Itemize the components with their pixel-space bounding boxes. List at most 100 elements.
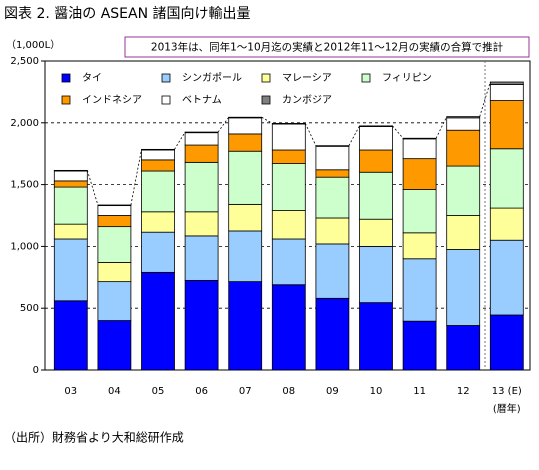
bar-segment: [271, 284, 306, 371]
y-tick-label: 2,500: [10, 56, 39, 67]
bar-segment: [184, 279, 219, 371]
legend-label: シンガポール: [182, 72, 242, 84]
bar-segment: [489, 148, 524, 209]
x-tick-label: 04: [108, 386, 121, 397]
bar-segment: [184, 131, 219, 134]
connector: [392, 125, 404, 139]
bar-segment: [141, 170, 175, 213]
bar-segment: [271, 210, 306, 240]
legend-swatch: [61, 95, 71, 105]
legend-label: インドネシア: [82, 94, 142, 106]
bar-segment: [315, 243, 350, 299]
bar-segment: [315, 145, 350, 147]
bar-segment: [359, 218, 393, 247]
annotation: 2013年は、同年1～10月迄の実績と2012年11～12月の実績の合算で推計: [151, 41, 504, 54]
bar-segment: [489, 100, 524, 150]
bar-segment: [53, 238, 88, 302]
connector: [174, 131, 186, 150]
bar-segment: [315, 145, 350, 171]
bar-segment: [446, 165, 481, 216]
bar-segment: [141, 211, 175, 233]
bar-segment: [402, 232, 437, 260]
bar-segment: [97, 226, 132, 263]
y-tick-label: 1,000: [10, 241, 39, 252]
bar-segment: [271, 149, 306, 164]
bar-segment: [315, 176, 350, 219]
bar-segment: [141, 271, 175, 371]
bar-segment: [359, 245, 393, 304]
bar-segment: [97, 320, 132, 371]
bar-segment: [489, 314, 524, 371]
bar-segment: [315, 297, 350, 371]
x-note: (暦年): [493, 402, 521, 415]
legend-swatch: [161, 73, 171, 83]
bar-segment: [359, 171, 393, 220]
legend-label: マレーシア: [282, 73, 332, 84]
x-tick-label: 05: [152, 386, 165, 397]
bar-segment: [359, 126, 393, 151]
bar-segment: [489, 239, 524, 316]
bar-segment: [489, 207, 524, 241]
bar-segment: [271, 123, 306, 125]
bar-segment: [184, 235, 219, 281]
y-tick-label: 500: [20, 303, 39, 314]
annotation-box: [124, 36, 530, 58]
bar-segment: [228, 230, 263, 283]
bar-segment: [53, 180, 88, 188]
bar-segment: [402, 320, 437, 371]
legend-label: フィリピン: [382, 72, 432, 84]
bar-segment: [446, 129, 481, 167]
bar-segment: [359, 125, 393, 127]
bar-segment: [402, 158, 437, 190]
bar-segment: [184, 211, 219, 237]
x-tick-label: 03: [64, 386, 77, 397]
legend-label: タイ: [82, 72, 102, 84]
legend-swatch: [261, 95, 271, 105]
chart-title: 図表 2. 醤油の ASEAN 諸国向け輸出量: [4, 6, 251, 22]
connector: [130, 149, 142, 206]
bar-segment: [53, 223, 88, 240]
bar-segment: [402, 189, 437, 234]
x-tick-label: 09: [326, 386, 339, 397]
connector: [435, 116, 448, 139]
bar-segment: [228, 203, 263, 232]
connector: [217, 117, 230, 133]
legend-swatch: [261, 73, 271, 83]
bar-segment: [97, 205, 132, 216]
bar-segment: [359, 149, 393, 173]
bar-segment: [97, 281, 132, 321]
y-tick-label: 0: [33, 365, 39, 376]
bar-segment: [141, 159, 175, 172]
bar-segment: [141, 148, 175, 151]
bar-segment: [446, 117, 481, 131]
y-tick-label: 1,500: [10, 180, 39, 191]
bar-segment: [141, 149, 175, 161]
bar-segment: [53, 170, 88, 182]
bar-segment: [489, 84, 524, 101]
bar-segment: [53, 186, 88, 225]
bar-segment: [97, 215, 132, 228]
legend-swatch: [361, 73, 371, 83]
bar-segment: [97, 204, 132, 207]
legend-label: カンボジア: [282, 94, 332, 106]
y-tick-label: 2,000: [10, 118, 39, 129]
x-tick-label: 11: [413, 386, 426, 397]
bar-segment: [184, 144, 219, 163]
bar-segment: [228, 281, 263, 371]
x-tick-label: 07: [239, 386, 252, 397]
bar-segment: [315, 169, 350, 178]
bar-segment: [402, 138, 437, 160]
y-unit: （1,000L）: [6, 39, 60, 51]
source: （出所）財務省より大和総研作成: [4, 430, 184, 445]
bar-segment: [315, 217, 350, 245]
bar-segment: [97, 262, 132, 283]
bar-segment: [271, 238, 306, 286]
x-tick-label: 08: [282, 386, 295, 397]
x-tick-label: 12: [457, 386, 470, 397]
x-tick-label: 13 (E): [492, 386, 522, 397]
bar-segment: [446, 215, 481, 250]
bar-segment: [53, 300, 88, 371]
bar-segment: [271, 163, 306, 211]
bar-segment: [359, 302, 393, 371]
